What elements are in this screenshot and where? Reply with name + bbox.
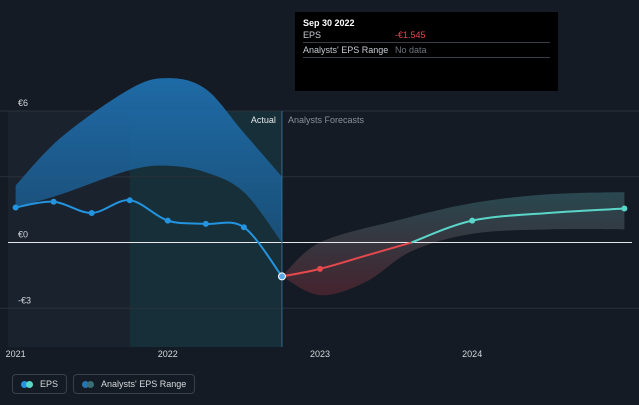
legend-item-eps[interactable]: EPS	[12, 374, 68, 394]
eps-line-0	[15, 199, 283, 278]
y-tick-label: €0	[18, 230, 28, 240]
forecast-label: Analysts Forecasts	[288, 115, 365, 125]
tooltip-row-range: Analysts' EPS Range No data	[303, 43, 550, 58]
x-tick-label: 2024	[462, 349, 482, 359]
eps-range-bands	[15, 78, 625, 296]
tooltip-row-eps: EPS -€1.545	[303, 28, 550, 43]
tooltip: Sep 30 2022 EPS -€1.545 Analysts' EPS Ra…	[295, 12, 558, 91]
eps-line-2	[410, 207, 625, 244]
eps-point[interactable]	[621, 205, 628, 212]
legend-range-label: Analysts' EPS Range	[101, 379, 187, 389]
eps-point[interactable]	[317, 265, 323, 272]
eps-point[interactable]	[12, 204, 19, 211]
eps-point[interactable]	[88, 209, 95, 216]
y-axis: €6 €0 -€3	[18, 98, 31, 305]
range-legend-icon	[82, 380, 96, 388]
eps-line-1	[281, 241, 412, 278]
eps-range-band-forecast	[281, 192, 625, 296]
eps-point[interactable]	[164, 217, 171, 224]
eps-point[interactable]	[126, 197, 133, 204]
tooltip-range-value: No data	[395, 45, 427, 55]
y-tick-label: -€3	[18, 295, 31, 305]
x-tick-label: 2021	[6, 349, 26, 359]
eps-markers	[12, 197, 628, 281]
y-tick-label: €6	[18, 98, 28, 108]
legend: EPS Analysts' EPS Range	[12, 374, 196, 394]
eps-point[interactable]	[469, 217, 476, 224]
x-axis: 2021 2022 2023 2024	[6, 349, 483, 359]
legend-item-range[interactable]: Analysts' EPS Range	[73, 374, 196, 394]
eps-point[interactable]	[240, 224, 247, 231]
tooltip-range-label: Analysts' EPS Range	[303, 45, 389, 55]
eps-highlight-point[interactable]	[277, 272, 286, 281]
legend-eps-label: EPS	[40, 379, 59, 389]
tooltip-eps-label: EPS	[303, 30, 322, 40]
eps-point[interactable]	[202, 220, 209, 227]
x-tick-label: 2022	[158, 349, 178, 359]
eps-point[interactable]	[50, 198, 57, 205]
eps-range-band-actual	[15, 78, 282, 243]
tooltip-eps-value: -€1.545	[395, 30, 426, 40]
actual-label: Actual	[251, 115, 276, 125]
tooltip-date: Sep 30 2022	[303, 18, 355, 28]
eps-legend-icon	[21, 380, 35, 388]
eps-lines	[15, 199, 625, 278]
x-tick-label: 2023	[310, 349, 330, 359]
